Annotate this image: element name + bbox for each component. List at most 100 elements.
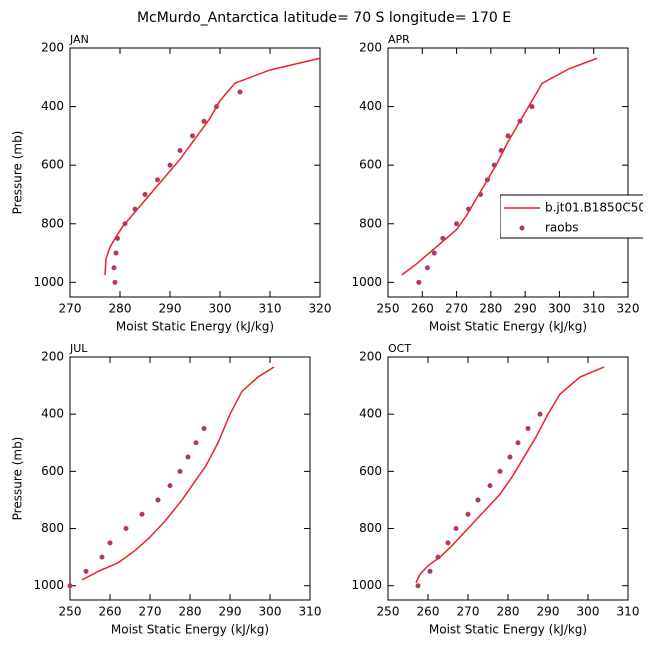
y-tick-label: 400: [41, 99, 64, 113]
plot-frame: [69, 356, 311, 601]
y-tick-label: 1000: [351, 578, 382, 592]
raob-point: [107, 540, 113, 546]
raob-point: [139, 511, 145, 517]
x-tick-label: 260: [411, 302, 434, 316]
x-tick-label: 270: [445, 302, 468, 316]
x-tick-label: 260: [417, 605, 440, 619]
y-tick-label: 800: [359, 216, 382, 230]
raob-point: [431, 250, 437, 256]
x-tick-label: 250: [377, 302, 400, 316]
x-tick-label: 280: [179, 605, 202, 619]
raob-point: [435, 554, 441, 560]
raob-point: [505, 133, 511, 139]
y-tick-label: 1000: [351, 275, 382, 289]
raob-point: [177, 468, 183, 474]
raob-point: [465, 511, 471, 517]
raob-point: [167, 483, 173, 489]
raob-point: [185, 454, 191, 460]
y-tick-label: 600: [41, 464, 64, 478]
raob-point: [123, 526, 129, 532]
raob-point: [454, 221, 460, 227]
legend-box: [500, 194, 643, 239]
model-line: [104, 57, 321, 276]
raob-point: [440, 235, 446, 241]
raob-point: [478, 191, 484, 197]
panel-title: OCT: [388, 342, 411, 355]
raob-point: [155, 177, 160, 183]
raob-point: [424, 265, 430, 271]
x-tick-label: 320: [617, 302, 640, 316]
y-tick-label: 600: [359, 464, 382, 478]
plot-frame: [387, 356, 629, 601]
raob-point: [155, 497, 161, 503]
x-tick-label: 310: [617, 605, 640, 619]
legend: b.jt01.B1850C50 raobs: [500, 194, 643, 239]
x-tick-label: 300: [577, 605, 600, 619]
x-tick-label: 270: [457, 605, 480, 619]
raob-point: [487, 483, 493, 489]
model-line: [401, 57, 598, 276]
raob-point: [525, 425, 531, 431]
raob-point: [416, 279, 422, 285]
y-tick-label: 800: [359, 521, 382, 535]
raob-point: [115, 235, 120, 241]
y-axis-label: Pressure (mb): [11, 131, 25, 215]
model-line: [415, 366, 605, 584]
y-tick-label: 600: [359, 158, 382, 172]
x-tick-label: 270: [59, 302, 82, 316]
x-tick-label: 280: [109, 302, 132, 316]
x-tick-label: 290: [514, 302, 537, 316]
x-tick-label: 290: [219, 605, 242, 619]
y-tick-label: 200: [41, 350, 64, 364]
x-axis-label: Moist Static Energy (kJ/kg): [429, 320, 587, 334]
raob-point: [507, 454, 513, 460]
y-tick-label: 1000: [33, 275, 64, 289]
x-tick-label: 290: [537, 605, 560, 619]
raob-point: [113, 250, 119, 256]
raob-point: [83, 568, 89, 574]
x-tick-label: 280: [497, 605, 520, 619]
raob-point: [201, 425, 207, 431]
raob-point: [167, 162, 173, 168]
figure-title: McMurdo_Antarctica latitude= 70 S longit…: [137, 10, 511, 26]
x-tick-label: 290: [159, 302, 182, 316]
y-tick-label: 1000: [33, 578, 64, 592]
x-tick-label: 310: [299, 605, 322, 619]
raob-point: [122, 221, 128, 227]
x-tick-label: 310: [582, 302, 605, 316]
raob-point: [529, 104, 535, 110]
plot-frame: [387, 47, 629, 298]
raob-point: [99, 554, 105, 560]
y-tick-label: 800: [41, 216, 64, 230]
y-tick-label: 200: [359, 350, 382, 364]
x-tick-label: 270: [139, 605, 162, 619]
raob-point: [484, 177, 490, 183]
y-tick-label: 400: [359, 407, 382, 421]
raob-point: [453, 526, 459, 532]
raob-point: [201, 118, 207, 124]
raob-point: [415, 583, 421, 589]
y-tick-label: 600: [41, 158, 64, 172]
y-tick-label: 800: [41, 521, 64, 535]
panel-title: JAN: [69, 33, 89, 46]
y-tick-label: 400: [359, 99, 382, 113]
y-tick-label: 400: [41, 407, 64, 421]
x-tick-label: 280: [479, 302, 502, 316]
y-tick-label: 200: [359, 41, 382, 55]
raob-point: [445, 540, 451, 546]
x-tick-label: 300: [259, 605, 282, 619]
raob-point: [475, 497, 481, 503]
raob-point: [497, 468, 503, 474]
raob-point: [427, 568, 433, 574]
x-tick-label: 250: [377, 605, 400, 619]
x-tick-label: 300: [209, 302, 232, 316]
raob-point: [466, 206, 472, 212]
model-line: [81, 366, 275, 581]
panel-title: APR: [388, 33, 410, 46]
raob-point: [190, 133, 195, 139]
x-tick-label: 300: [548, 302, 571, 316]
raob-point: [237, 89, 243, 95]
panel-title: JUL: [69, 342, 88, 355]
raob-point: [142, 191, 148, 197]
raob-point: [537, 411, 543, 417]
